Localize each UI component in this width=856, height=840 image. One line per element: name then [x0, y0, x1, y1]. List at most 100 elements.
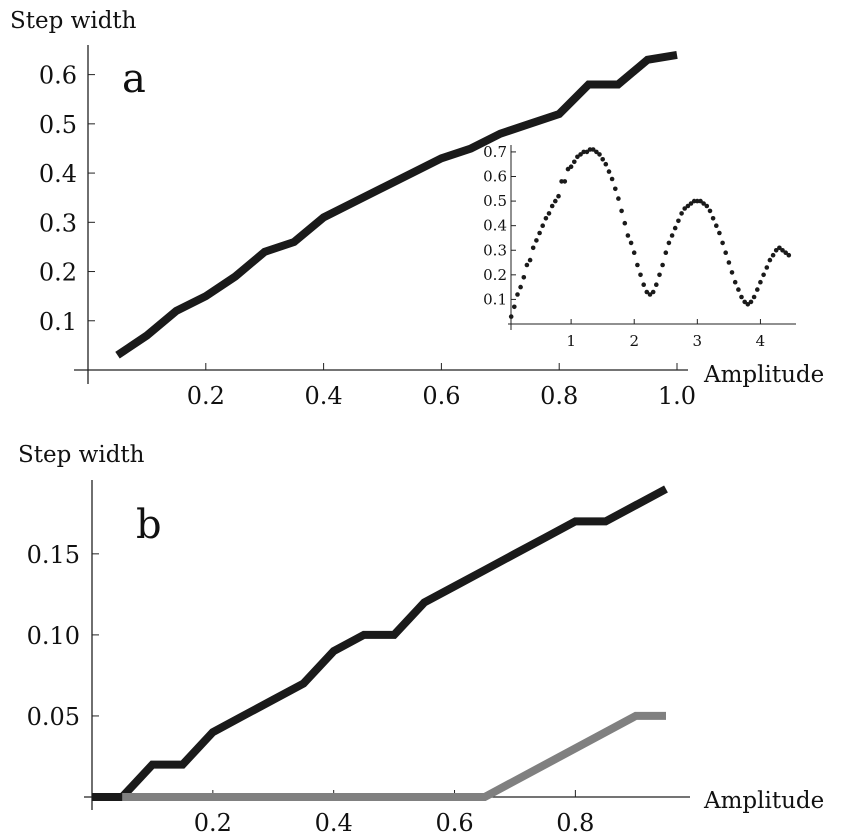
- inset-point: [742, 299, 747, 305]
- inset-point: [770, 252, 776, 258]
- panel-a-x-tick-label: 1.0: [658, 382, 696, 410]
- inset-point: [685, 203, 691, 209]
- inset-point: [537, 230, 542, 236]
- inset-y-tick-label: 0.4: [483, 217, 507, 235]
- inset-point: [575, 154, 580, 160]
- inset-point: [666, 240, 672, 246]
- inset-point: [726, 260, 732, 265]
- inset-point: [758, 279, 763, 285]
- panel-a-x-axis-title: Amplitude: [703, 362, 824, 388]
- inset-point: [644, 289, 650, 295]
- inset-x-tick-label: 2: [629, 332, 639, 350]
- inset-point: [619, 208, 624, 214]
- inset-x-tick-label: 1: [566, 332, 576, 350]
- panel-a-x-tick-label: 0.6: [422, 382, 460, 410]
- panel-b-y-tick-label: 0.15: [27, 541, 80, 569]
- panel-b-x-tick-label: 0.4: [315, 809, 353, 837]
- inset-point: [628, 240, 634, 246]
- inset-point: [556, 193, 561, 199]
- inset-point: [767, 257, 773, 263]
- inset-point: [717, 230, 722, 236]
- inset-point: [647, 292, 653, 297]
- panel-b-letter: b: [136, 502, 162, 548]
- inset-point: [732, 279, 738, 285]
- inset-y-tick-label: 0.7: [483, 143, 507, 161]
- inset-point: [748, 299, 754, 305]
- inset-point: [641, 282, 646, 288]
- inset-point: [714, 223, 719, 228]
- inset-point: [581, 149, 586, 155]
- panel-b: Step width Amplitude b 0.2 0.4 0.6 0.8 0.05…: [18, 442, 824, 837]
- inset-point: [530, 245, 536, 251]
- inset-point: [543, 216, 549, 221]
- panel-a-y-tick-label: 0.4: [39, 160, 77, 188]
- panel-a-y-tick-label: 0.5: [39, 111, 77, 139]
- panel-a-inset: 1 2 3 4 0.1 0.2 0.3 0.4 0.5 0.6 0.7: [483, 143, 796, 350]
- inset-point: [654, 282, 659, 288]
- inset-point: [638, 272, 643, 278]
- panel-b-x-tick-label: 0.8: [556, 809, 594, 837]
- inset-point: [780, 248, 785, 253]
- inset-point: [625, 233, 631, 238]
- inset-point: [559, 179, 564, 184]
- inset-point: [650, 289, 656, 295]
- panel-a-y-tick-label: 0.1: [39, 308, 77, 336]
- panel-b-y-tick-label: 0.05: [27, 703, 80, 731]
- inset-point: [773, 248, 779, 253]
- inset-x-tick-label: 3: [693, 332, 703, 350]
- inset-point: [777, 245, 782, 251]
- panel-b-series-line-gray: [122, 711, 666, 801]
- inset-point: [622, 220, 628, 226]
- inset-point: [723, 250, 728, 255]
- inset-point: [578, 152, 583, 157]
- panel-b-x-tick-label: 0.6: [435, 809, 473, 837]
- inset-y-tick-label: 0.6: [483, 168, 507, 186]
- panel-b-series-line-black: [92, 485, 668, 801]
- inset-point: [720, 240, 725, 246]
- inset-point: [786, 252, 792, 258]
- inset-point: [631, 250, 637, 255]
- inset-point: [609, 176, 615, 182]
- inset-x-tick-label: 4: [756, 332, 766, 350]
- inset-point: [783, 250, 788, 255]
- inset-point: [616, 196, 621, 201]
- panel-a-y-tick-label: 0.2: [39, 259, 77, 287]
- panel-a-y-tick-label: 0.6: [39, 62, 77, 90]
- inset-y-tick-label: 0.1: [483, 290, 507, 308]
- inset-point: [688, 201, 694, 206]
- inset-point: [613, 186, 618, 192]
- inset-point: [745, 302, 751, 307]
- panel-a-x-tick-label: 0.2: [187, 382, 225, 410]
- inset-point: [764, 265, 770, 270]
- inset-point: [729, 270, 735, 275]
- inset-point: [594, 149, 599, 155]
- inset-point: [603, 161, 609, 167]
- inset-point: [600, 157, 605, 162]
- inset-point: [597, 152, 602, 157]
- inset-point: [663, 250, 669, 255]
- inset-point: [701, 201, 706, 206]
- inset-point: [707, 208, 713, 214]
- inset-point: [672, 225, 678, 231]
- panel-b-y-tick-label: 0.10: [27, 622, 80, 650]
- inset-point: [553, 198, 558, 204]
- inset-point: [518, 284, 523, 290]
- panel-a-y-tick-label: 0.3: [39, 209, 77, 237]
- panel-b-x-axis-title: Amplitude: [703, 788, 824, 814]
- inset-point: [565, 166, 571, 172]
- inset-point: [635, 262, 640, 268]
- inset-point: [568, 164, 574, 169]
- inset-y-tick-label: 0.3: [483, 241, 507, 259]
- inset-point: [710, 216, 716, 221]
- inset-point: [606, 169, 612, 174]
- inset-point: [546, 211, 552, 216]
- inset-point: [524, 262, 530, 268]
- inset-point: [515, 292, 520, 297]
- inset-point: [590, 147, 596, 152]
- panel-b-y-axis-title: Step width: [18, 442, 145, 468]
- inset-point: [695, 198, 700, 204]
- inset-point: [534, 238, 539, 243]
- inset-y-tick-label: 0.5: [483, 192, 507, 210]
- panel-a-y-axis-title: Step width: [10, 8, 137, 34]
- inset-y-tick-label: 0.2: [483, 266, 507, 284]
